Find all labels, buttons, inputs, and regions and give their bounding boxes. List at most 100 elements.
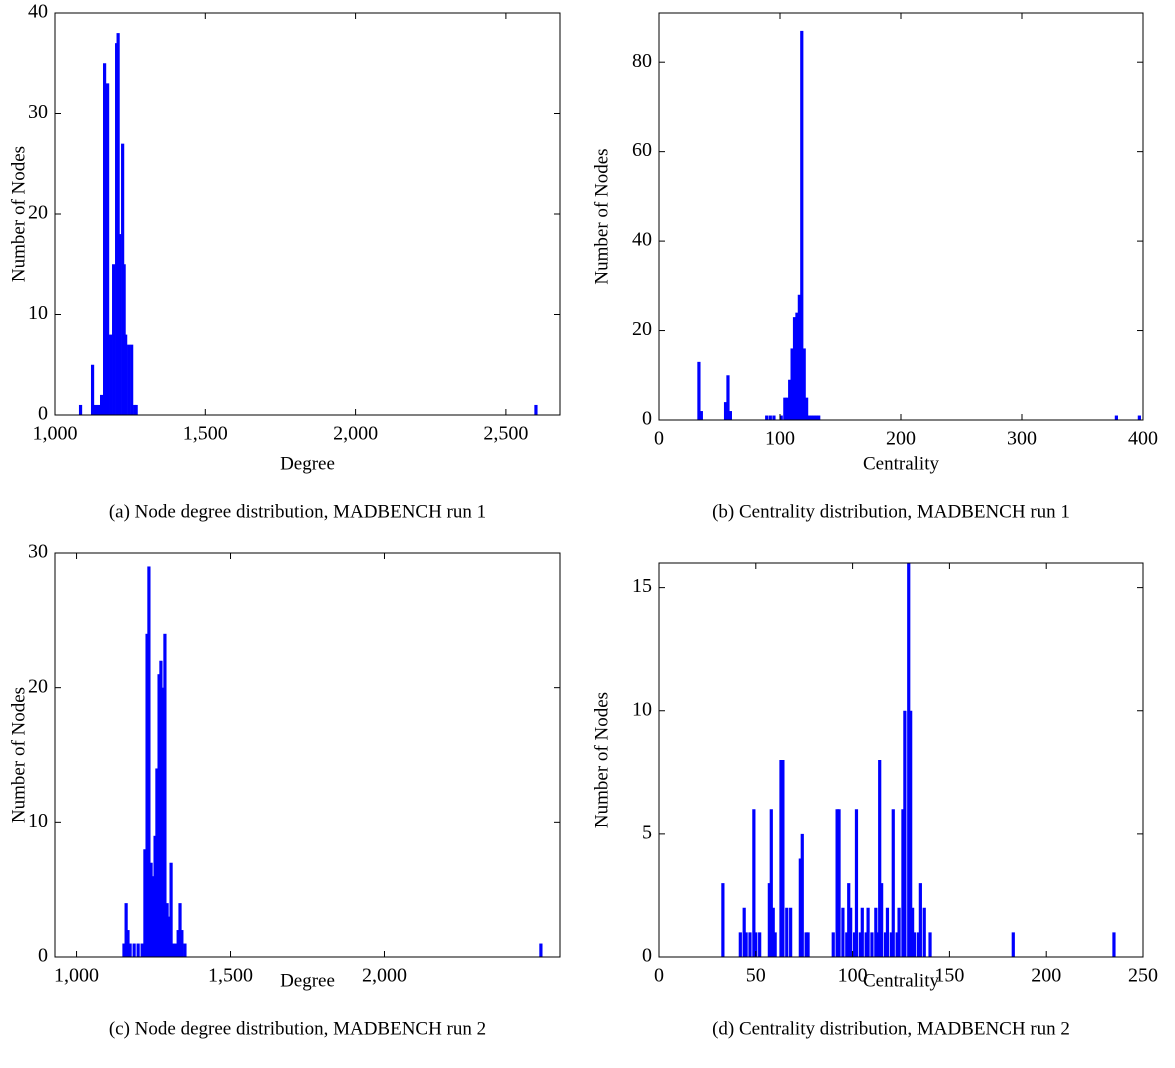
bar bbox=[721, 883, 725, 957]
plot-frame bbox=[658, 562, 1144, 958]
bar bbox=[1137, 415, 1141, 420]
bar bbox=[118, 234, 122, 415]
bar bbox=[167, 916, 171, 957]
chart-panel: 0 50 100 150 200 250 0 5 10 15 Centrality Number of… bbox=[591, 562, 1158, 1039]
bar bbox=[159, 660, 163, 957]
bar bbox=[1114, 415, 1118, 420]
bar bbox=[874, 907, 878, 957]
bar bbox=[180, 930, 184, 957]
plot-frame bbox=[658, 12, 1144, 421]
bar bbox=[860, 907, 864, 957]
y-tick-label: 40 bbox=[632, 229, 652, 251]
bar bbox=[912, 932, 917, 957]
y-axis-label: Number of Nodes bbox=[8, 146, 29, 282]
bar bbox=[127, 344, 131, 415]
bar bbox=[140, 943, 144, 957]
y-axis-label: Number of Nodes bbox=[591, 692, 612, 828]
bar bbox=[728, 411, 732, 420]
bar bbox=[795, 312, 799, 420]
bar bbox=[176, 930, 180, 957]
y-tick-label: 80 bbox=[632, 50, 652, 72]
caption: (d) Centrality distribution, MADBENCH ru… bbox=[712, 1018, 1070, 1039]
bar bbox=[738, 932, 742, 957]
bar bbox=[124, 334, 128, 415]
bar bbox=[802, 348, 806, 420]
bar bbox=[772, 415, 776, 420]
bar bbox=[800, 30, 804, 421]
x-tick-label: 200 bbox=[886, 428, 916, 450]
y-tick-label: 30 bbox=[28, 101, 48, 123]
bar bbox=[895, 932, 899, 957]
bar bbox=[744, 932, 748, 957]
x-axis-label: Centrality bbox=[863, 453, 939, 474]
y-tick-label: 5 bbox=[642, 821, 652, 843]
bar bbox=[901, 809, 905, 957]
bar bbox=[889, 932, 893, 957]
bar bbox=[106, 83, 110, 415]
bar bbox=[96, 404, 101, 415]
bar bbox=[149, 862, 153, 957]
bar bbox=[849, 907, 853, 957]
bar bbox=[922, 907, 926, 957]
bar bbox=[145, 633, 149, 957]
chart-panel: 1,000 1,500 2,000 2,500 0 10 20 30 40 Degree Numbe… bbox=[8, 1, 561, 522]
bar bbox=[883, 932, 888, 957]
bar bbox=[765, 415, 769, 420]
bar bbox=[878, 760, 882, 957]
bar bbox=[870, 932, 874, 957]
bar bbox=[126, 930, 130, 957]
bar bbox=[837, 809, 841, 957]
bar bbox=[754, 932, 758, 957]
bar bbox=[806, 932, 810, 957]
bar bbox=[539, 943, 543, 957]
bar bbox=[169, 862, 173, 957]
bar bbox=[809, 415, 814, 420]
x-tick-label: 0 bbox=[654, 428, 664, 450]
x-tick-label: 100 bbox=[765, 428, 795, 450]
bar bbox=[804, 932, 808, 957]
y-tick-label: 15 bbox=[632, 575, 652, 597]
bar bbox=[90, 364, 95, 415]
bar bbox=[792, 317, 797, 420]
bar bbox=[1011, 932, 1015, 957]
y-tick-label: 10 bbox=[632, 698, 652, 720]
x-tick-label: 2,000 bbox=[333, 423, 378, 445]
x-tick-label: 0 bbox=[654, 965, 664, 987]
bar bbox=[1112, 932, 1116, 957]
bar bbox=[817, 415, 821, 420]
y-tick-label: 0 bbox=[38, 403, 48, 425]
bar bbox=[789, 907, 793, 957]
y-tick-label: 60 bbox=[632, 139, 652, 161]
bar bbox=[907, 563, 911, 957]
bar bbox=[78, 404, 83, 415]
bar bbox=[903, 710, 907, 957]
bar bbox=[723, 402, 728, 420]
bar bbox=[847, 883, 851, 957]
x-tick-label: 1,000 bbox=[33, 423, 78, 445]
bar bbox=[858, 932, 862, 957]
x-tick-label: 50 bbox=[746, 965, 766, 987]
bar bbox=[918, 883, 922, 957]
bar bbox=[102, 63, 107, 415]
bar bbox=[779, 415, 783, 420]
bar bbox=[788, 379, 792, 420]
bar bbox=[183, 943, 187, 957]
bar bbox=[831, 932, 835, 957]
bar bbox=[151, 876, 155, 957]
x-tick-label: 200 bbox=[1031, 965, 1061, 987]
bar bbox=[854, 809, 859, 957]
bar bbox=[771, 907, 775, 957]
bar bbox=[909, 710, 913, 957]
bar bbox=[178, 903, 182, 957]
bar bbox=[928, 932, 932, 957]
x-tick-label: 300 bbox=[1007, 428, 1037, 450]
y-tick-label: 0 bbox=[642, 408, 652, 430]
bar bbox=[752, 809, 756, 957]
bar bbox=[835, 809, 839, 957]
x-tick-label: 1,500 bbox=[208, 965, 253, 987]
bar bbox=[171, 943, 175, 957]
x-tick-label: 2,000 bbox=[362, 965, 407, 987]
bar bbox=[790, 348, 794, 420]
bar bbox=[852, 932, 857, 957]
